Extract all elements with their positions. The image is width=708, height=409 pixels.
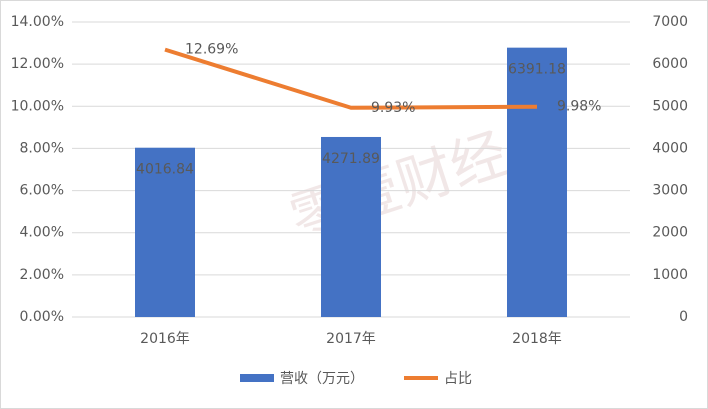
y-tick-label: 12.00% xyxy=(11,56,64,72)
bar-value-label: 6391.18 xyxy=(508,62,566,78)
y-tick-label: 6.00% xyxy=(20,183,64,199)
legend-swatch xyxy=(240,374,274,382)
y-tick-label: 14.00% xyxy=(11,14,64,30)
legend-label: 营收（万元） xyxy=(280,371,364,387)
y2-tick-label: 2000 xyxy=(652,225,688,241)
y2-tick-label: 1000 xyxy=(652,267,688,283)
bar-value-label: 4016.84 xyxy=(136,162,194,178)
bar xyxy=(135,147,195,317)
bar-value-label: 4271.89 xyxy=(322,151,380,167)
y2-tick-label: 3000 xyxy=(652,183,688,199)
line-value-label: 9.98% xyxy=(557,99,601,115)
bar xyxy=(507,47,567,318)
y-tick-label: 4.00% xyxy=(20,225,64,241)
y-tick-label: 10.00% xyxy=(11,98,64,114)
y-tick-label: 2.00% xyxy=(20,267,64,283)
line-value-label: 9.93% xyxy=(371,100,415,116)
x-tick-label: 2016年 xyxy=(140,331,190,347)
y-tick-label: 0.00% xyxy=(20,309,64,325)
y-tick-label: 8.00% xyxy=(20,140,64,156)
line xyxy=(164,47,538,110)
y2-tick-label: 5000 xyxy=(652,98,688,114)
legend-label: 占比 xyxy=(444,371,472,387)
line-value-label: 12.69% xyxy=(185,42,238,58)
x-tick-label: 2018年 xyxy=(512,331,562,347)
y2-tick-label: 4000 xyxy=(652,140,688,156)
y2-tick-label: 0 xyxy=(679,309,688,325)
y2-tick-label: 7000 xyxy=(652,14,688,30)
y2-tick-label: 6000 xyxy=(652,56,688,72)
x-tick-label: 2017年 xyxy=(326,331,376,347)
bar xyxy=(321,136,381,317)
